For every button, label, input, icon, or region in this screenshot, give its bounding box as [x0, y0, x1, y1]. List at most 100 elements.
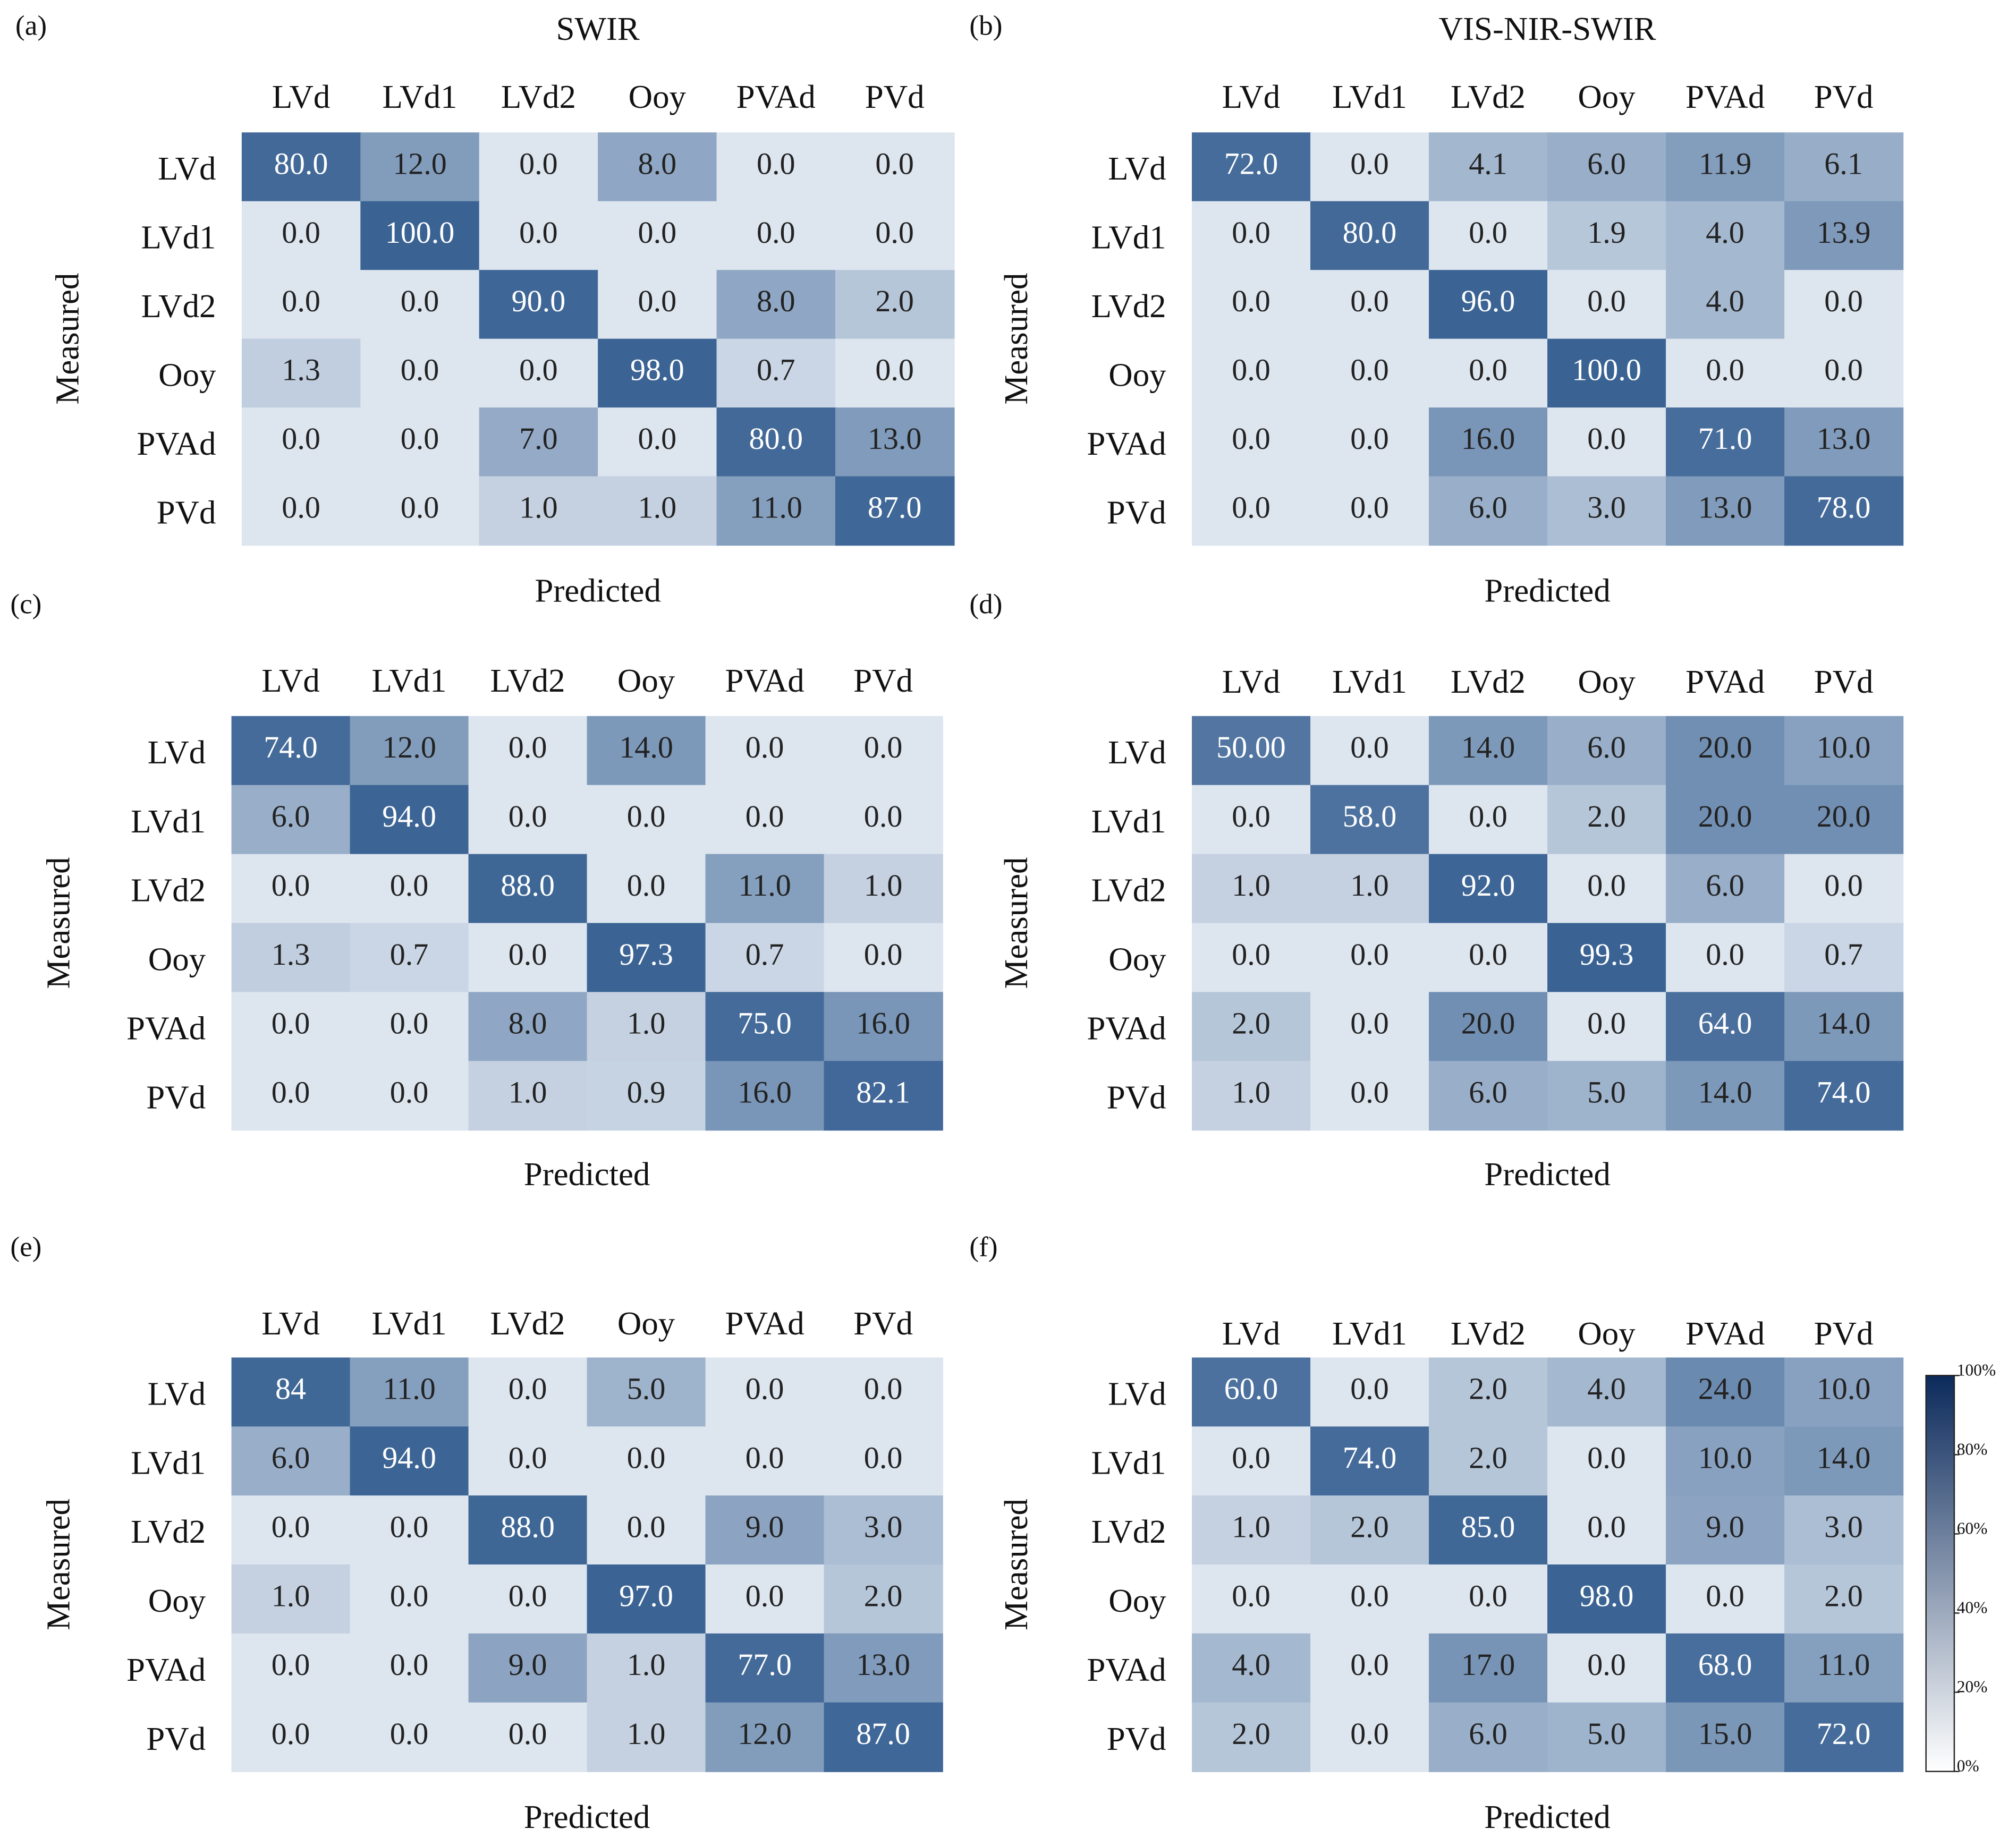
- heatmap-cell: [468, 1702, 588, 1772]
- x-category-label: LVd2: [490, 662, 565, 699]
- heatmap-cell: [1547, 132, 1667, 202]
- heatmap-cell: [1547, 1495, 1667, 1566]
- heatmap-cell: [350, 1495, 469, 1566]
- cell-value-label: 97.3: [619, 937, 673, 972]
- y-category-label: LVd: [1108, 734, 1166, 771]
- cell-value-label: 11.0: [750, 490, 802, 525]
- cell-value-label: 14.0: [1817, 1441, 1871, 1475]
- cell-value-label: 0.0: [390, 1006, 429, 1041]
- x-axis-label: Predicted: [1484, 572, 1611, 609]
- cell-value-label: 0.0: [401, 284, 439, 318]
- heatmap-cell: [824, 1357, 943, 1427]
- x-category-label: LVd2: [1451, 1315, 1526, 1352]
- heatmap-cell: [824, 854, 943, 924]
- heatmap-cell: [824, 992, 943, 1062]
- cell-value-label: 2.0: [1350, 1509, 1389, 1544]
- cell-value-label: 0.0: [1350, 1075, 1389, 1109]
- x-category-label: LVd1: [372, 1305, 447, 1342]
- cell-value-label: 4.0: [1706, 284, 1744, 318]
- heatmap-cell: [1310, 338, 1430, 409]
- heatmap-cell: [468, 716, 588, 786]
- x-category-label: PVd: [853, 1305, 913, 1342]
- heatmap-cell: [1666, 785, 1785, 855]
- cell-value-label: 87.0: [856, 1716, 910, 1751]
- heatmap-cell: [1666, 992, 1785, 1062]
- heatmap-cell: [1192, 1633, 1311, 1703]
- x-category-label: PVAd: [725, 662, 804, 699]
- heatmap-cell: [1429, 854, 1548, 924]
- x-category-label: Ooy: [1578, 78, 1636, 115]
- heatmap-cell: [1784, 1426, 1904, 1496]
- heatmap-cell: [705, 923, 825, 993]
- heatmap-cell: [1429, 1357, 1548, 1427]
- y-axis-label: Measured: [997, 273, 1035, 405]
- cell-value-label: 88.0: [501, 1509, 555, 1544]
- cell-value-label: 20.0: [1698, 730, 1752, 764]
- heatmap-cell: [1429, 1426, 1548, 1496]
- cell-value-label: 11.0: [738, 868, 791, 903]
- heatmap-cell: [824, 785, 943, 855]
- cell-value-label: 0.9: [627, 1075, 666, 1109]
- cell-value-label: 0.0: [638, 215, 677, 250]
- heatmap-cell: [705, 1426, 825, 1496]
- cell-value-label: 0.0: [282, 421, 320, 456]
- cell-value-label: 0.0: [627, 799, 666, 833]
- cell-value-label: 0.7: [390, 937, 429, 972]
- cell-value-label: 0.0: [1587, 421, 1626, 456]
- cell-value-label: 0.0: [1350, 730, 1389, 764]
- x-category-label: LVd2: [1451, 663, 1526, 700]
- cell-value-label: 0.0: [401, 421, 439, 456]
- cell-value-label: 64.0: [1698, 1006, 1752, 1041]
- y-category-label: LVd: [148, 734, 206, 771]
- cell-value-label: 6.0: [272, 799, 310, 833]
- heatmap-cell: [1784, 1702, 1904, 1772]
- cell-value-label: 0.0: [509, 799, 547, 833]
- heatmap-cell: [1192, 1564, 1311, 1635]
- cell-value-label: 0.0: [1587, 1647, 1626, 1682]
- cell-value-label: 0.0: [864, 1441, 903, 1475]
- heatmap-cell: [705, 1702, 825, 1772]
- heatmap-cell: [1784, 923, 1904, 993]
- heatmap-cell: [1192, 785, 1311, 855]
- heatmap-cell: [1192, 923, 1311, 993]
- cell-value-label: 0.0: [272, 1075, 310, 1109]
- heatmap-cell: [468, 923, 588, 993]
- y-category-label: Ooy: [1108, 941, 1166, 978]
- x-category-label: LVd1: [383, 78, 458, 115]
- cell-value-label: 1.3: [272, 937, 310, 972]
- cell-value-label: 0.0: [1350, 1716, 1389, 1751]
- heatmap-cell: [705, 1061, 825, 1131]
- x-category-label: PVd: [865, 78, 925, 115]
- heatmap-cell: [1192, 270, 1311, 339]
- cell-value-label: 6.0: [1587, 730, 1626, 764]
- cell-value-label: 0.0: [282, 490, 320, 525]
- heatmap-cell: [716, 201, 836, 271]
- heatmap-cell: [479, 338, 599, 409]
- y-category-label: PVAd: [126, 1009, 206, 1047]
- heatmap-cell: [1429, 1495, 1548, 1566]
- x-axis-label: Predicted: [524, 1798, 650, 1835]
- heatmap-cell: [835, 407, 955, 477]
- cell-value-label: 14.0: [619, 730, 673, 764]
- heatmap-cell: [479, 407, 599, 477]
- heatmap-cell: [350, 854, 469, 924]
- heatmap-cell: [705, 1357, 825, 1427]
- cell-value-label: 0.0: [272, 1716, 310, 1751]
- y-category-label: LVd1: [1091, 219, 1166, 256]
- x-category-label: PVAd: [1685, 78, 1765, 115]
- cell-value-label: 0.0: [1350, 421, 1389, 456]
- cell-value-label: 0.0: [757, 215, 795, 250]
- heatmap-cell: [598, 201, 717, 271]
- heatmap-cell: [1784, 1357, 1904, 1427]
- x-category-label: LVd1: [1332, 663, 1407, 700]
- cell-value-label: 0.0: [638, 284, 677, 318]
- heatmap-cell: [231, 923, 351, 993]
- heatmap-cell: [1666, 132, 1785, 202]
- cell-value-label: 12.0: [738, 1716, 792, 1751]
- y-category-label: LVd2: [131, 1513, 206, 1550]
- y-category-label: PVAd: [1087, 425, 1166, 462]
- heatmap-cell: [835, 201, 955, 271]
- heatmap-cell: [231, 1702, 351, 1772]
- y-category-label: PVAd: [1087, 1651, 1166, 1688]
- heatmap-cell: [1310, 201, 1430, 271]
